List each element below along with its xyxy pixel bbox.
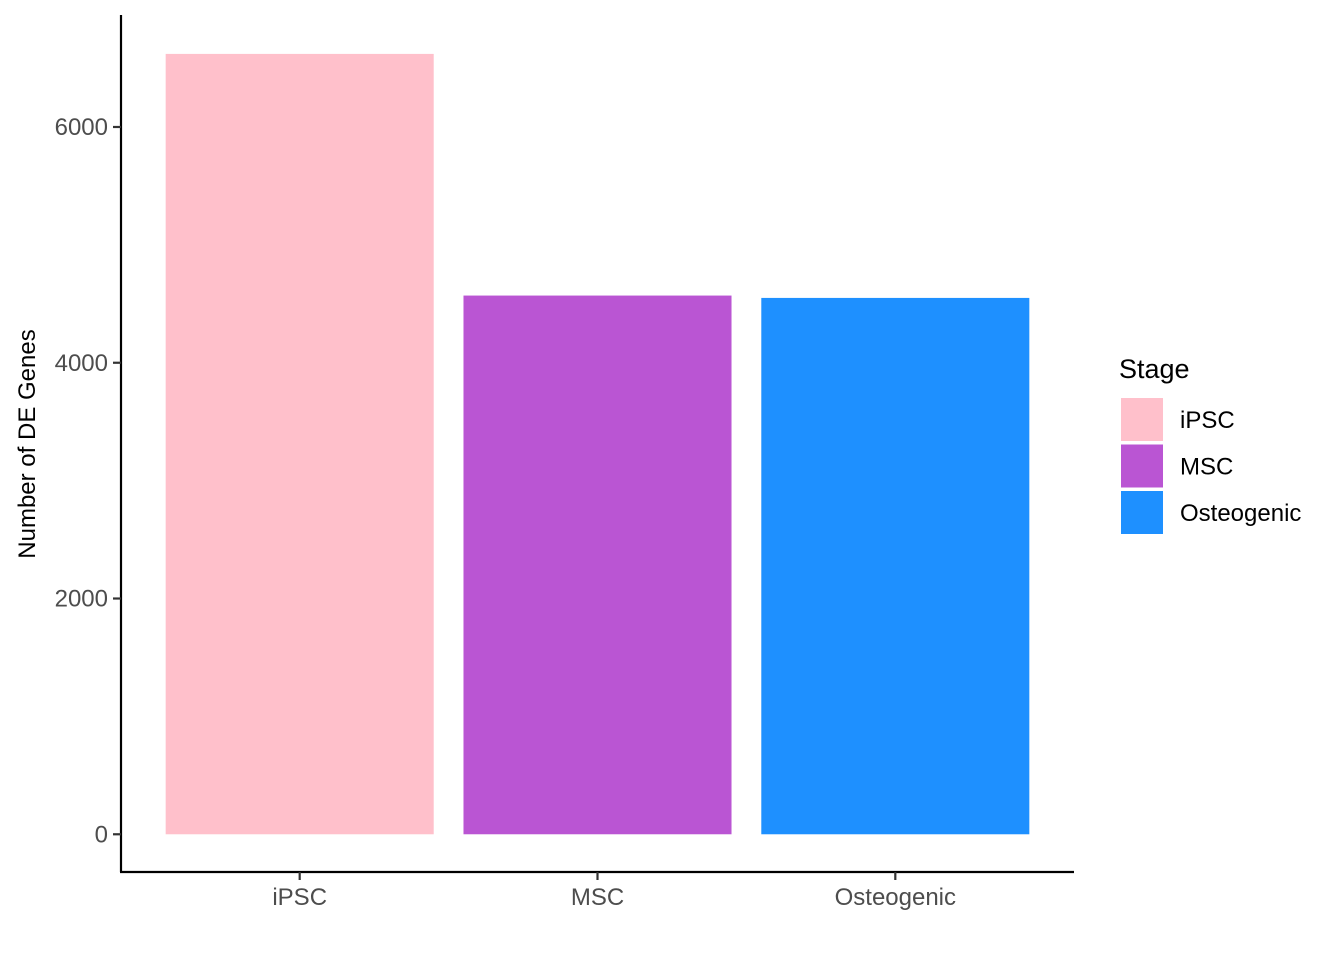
- y-tick-label: 4000: [55, 350, 108, 377]
- bar-msc: [463, 295, 732, 835]
- legend-label: Osteogenic: [1180, 500, 1301, 527]
- legend-label: MSC: [1180, 454, 1233, 481]
- y-tick-label: 0: [95, 821, 108, 848]
- x-tick-label: MSC: [571, 884, 624, 911]
- y-axis: 0 2000 4000 6000: [55, 15, 123, 872]
- legend-key-msc: [1121, 444, 1163, 488]
- legend-label: iPSC: [1180, 407, 1235, 434]
- y-tick-label: 6000: [55, 114, 108, 141]
- legend-key-ipsc: [1121, 398, 1163, 441]
- legend-title: Stage: [1119, 354, 1190, 384]
- legend: Stage iPSC MSC Osteogenic: [1119, 354, 1301, 534]
- y-tick-label: 2000: [55, 586, 108, 613]
- bar-ipsc: [165, 53, 434, 835]
- legend-key-osteogenic: [1121, 491, 1163, 534]
- bars-layer: [165, 53, 1030, 835]
- x-tick-label: Osteogenic: [835, 884, 956, 911]
- y-axis-title: Number of DE Genes: [14, 329, 41, 558]
- x-tick-label: iPSC: [272, 884, 327, 911]
- x-axis: iPSC MSC Osteogenic: [120, 870, 1074, 911]
- bar-osteogenic: [761, 297, 1030, 835]
